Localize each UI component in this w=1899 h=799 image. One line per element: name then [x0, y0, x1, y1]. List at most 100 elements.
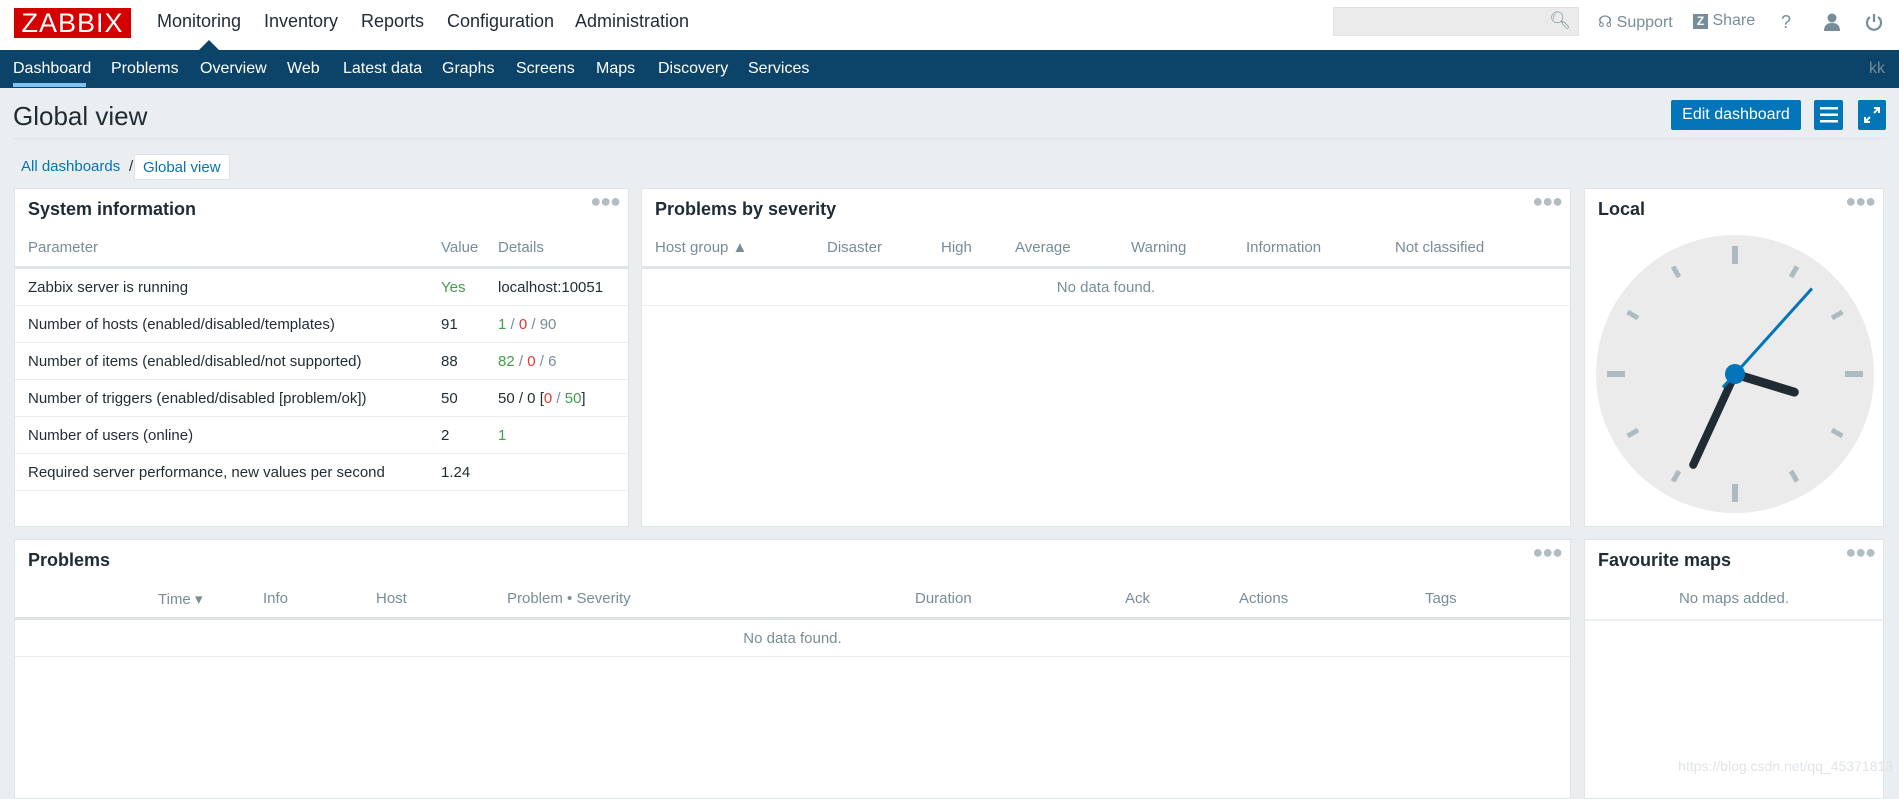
details-cell: 1 / 0 / 90 [498, 316, 556, 333]
parameter-cell: Number of hosts (enabled/disabled/templa… [28, 316, 335, 333]
widget-title: Problems [28, 550, 111, 570]
clock-tick [1626, 309, 1640, 321]
widget-menu-icon[interactable]: ●●● [1532, 191, 1563, 211]
zabbix-logo[interactable]: ZABBIX [14, 8, 131, 38]
system-information-widget: System information ●●● Parameter Value D… [14, 188, 629, 527]
column-header: High [941, 239, 972, 256]
widget-menu-icon[interactable]: ●●● [1532, 542, 1563, 562]
column-header: Duration [915, 590, 972, 607]
subnav-services[interactable]: Services [748, 60, 810, 77]
column-header-parameter: Parameter [28, 239, 99, 256]
empty-row: No data found. [642, 269, 1570, 306]
breadcrumb-all-dashboards[interactable]: All dashboards [21, 158, 121, 175]
column-header: Warning [1131, 239, 1187, 256]
subnav-web[interactable]: Web [287, 60, 320, 77]
value-cell: 88 [441, 353, 458, 370]
column-header: Not classified [1395, 239, 1485, 256]
column-header[interactable]: Host group ▲ [655, 239, 748, 256]
widget-title: Favourite maps [1598, 550, 1732, 570]
details-part: ] [581, 390, 586, 407]
help-icon[interactable]: ? [1781, 12, 1792, 32]
parameter-cell: Zabbix server is running [28, 279, 189, 296]
column-header[interactable]: Time ▾ [158, 591, 203, 608]
widget-title: Problems by severity [655, 199, 837, 219]
share-z-icon: Z [1693, 14, 1708, 29]
nav-administration[interactable]: Administration [575, 11, 690, 31]
breadcrumb-global-view[interactable]: Global view [134, 154, 230, 180]
subnav-maps[interactable]: Maps [596, 60, 636, 77]
subnav-graphs[interactable]: Graphs [442, 60, 495, 77]
parameter-cell: Required server performance, new values … [28, 464, 385, 481]
details-part: 90 [539, 316, 557, 333]
expand-icon [1864, 107, 1880, 123]
user-profile-icon[interactable] [1822, 12, 1842, 37]
details-cell: 50 / 0 [0 / 50] [498, 390, 586, 407]
active-caret [199, 40, 219, 50]
widget-title: Local [1598, 199, 1646, 219]
column-header: Tags [1425, 590, 1457, 607]
details-cell: localhost:10051 [498, 279, 603, 296]
subnav-screens[interactable]: Screens [516, 60, 575, 77]
widget-menu-icon[interactable]: ●●● [590, 191, 621, 211]
share-link[interactable]: Z Share [1693, 12, 1755, 30]
value-cell: 50 [441, 390, 458, 407]
parameter-cell: Number of triggers (enabled/disabled [pr… [28, 390, 367, 407]
widget-title: System information [28, 199, 197, 219]
nav-configuration[interactable]: Configuration [447, 11, 555, 31]
problems-by-severity-widget: Problems by severity ●●● No data found. … [641, 188, 1571, 527]
subnav-problems[interactable]: Problems [111, 60, 179, 77]
subnav-latest-data[interactable]: Latest data [343, 60, 423, 77]
edit-dashboard-button[interactable]: Edit dashboard [1671, 100, 1801, 130]
analog-clock [1596, 235, 1874, 513]
column-header: Average [1015, 239, 1071, 256]
details-part: 0 [518, 316, 528, 333]
subnav-dashboard[interactable]: Dashboard [13, 60, 92, 77]
widget-menu-icon[interactable]: ●●● [1845, 191, 1876, 211]
column-header-value: Value [441, 239, 479, 256]
watermark: https://blog.csdn.net/qq_45371813 [1678, 758, 1893, 774]
column-header: Actions [1239, 590, 1289, 607]
hamburger-icon [1819, 107, 1838, 123]
clock-tick [1830, 427, 1844, 439]
details-part: 1 [498, 316, 507, 333]
search-icon[interactable]: 🔍︎ [1549, 11, 1571, 30]
table-row: Number of hosts (enabled/disabled/templa… [15, 306, 628, 343]
details-part: 6 [548, 353, 557, 370]
nav-reports[interactable]: Reports [361, 11, 425, 31]
page-title: Global view [13, 101, 148, 131]
column-header-details: Details [498, 239, 544, 256]
column-header: Information [1246, 239, 1322, 256]
nav-monitoring[interactable]: Monitoring [157, 11, 242, 31]
menu-button[interactable] [1814, 100, 1843, 130]
clock-tick [1670, 469, 1682, 483]
subnav-overview[interactable]: Overview [200, 60, 267, 77]
widget-menu-icon[interactable]: ●●● [1845, 542, 1876, 562]
no-data-text: No data found. [743, 630, 842, 647]
hour-hand [1730, 369, 1799, 397]
details-part: 0 [543, 390, 553, 407]
support-link[interactable]: ☊︎ Support [1598, 12, 1673, 32]
details-part: localhost:10051 [498, 279, 604, 296]
nav-inventory[interactable]: Inventory [264, 11, 339, 31]
details-part: 1 [498, 427, 507, 444]
value-cell: 1.24 [441, 464, 471, 481]
clock-widget: Local ●●● [1584, 188, 1884, 527]
details-part: / [527, 316, 540, 333]
sign-out-power-icon[interactable] [1864, 12, 1884, 37]
fullscreen-button[interactable] [1858, 100, 1886, 130]
details-part: 82 [498, 353, 515, 370]
subnav-discovery[interactable]: Discovery [658, 60, 729, 77]
table-row: Zabbix server is running Yes localhost:100… [15, 269, 628, 306]
header-divider [15, 266, 628, 269]
details-part: / [514, 353, 528, 370]
header-divider [15, 617, 1570, 620]
header-divider [13, 138, 1886, 139]
search-input[interactable]: 🔍︎ [1333, 7, 1579, 36]
minute-hand [1689, 370, 1739, 469]
column-header: Problem • Severity [507, 590, 631, 607]
details-part: 50 / 0 [ [498, 390, 544, 407]
sub-navigation: kk Dashboard Problems Overview Web Latest da… [0, 50, 1899, 88]
value-cell: 2 [441, 427, 450, 444]
details-part: / [506, 316, 519, 333]
support-label: Support [1616, 14, 1673, 31]
